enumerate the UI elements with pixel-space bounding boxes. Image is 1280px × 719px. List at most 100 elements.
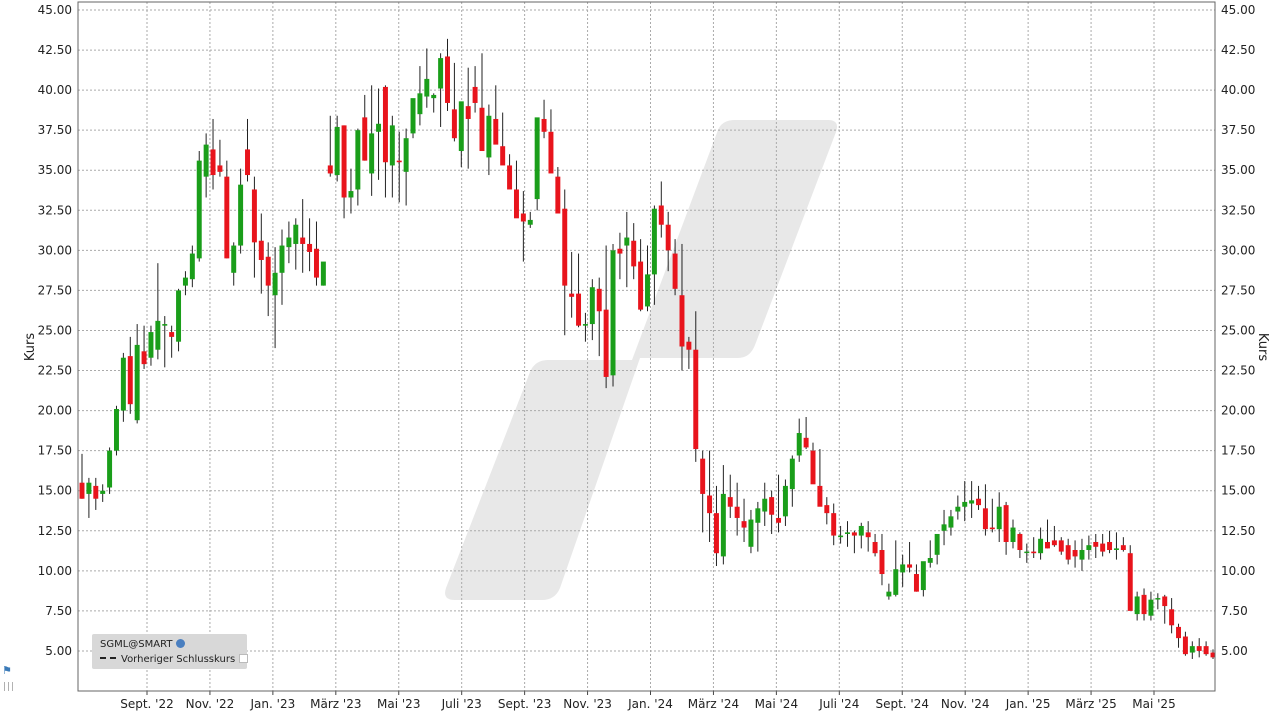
watermark-logo bbox=[445, 120, 837, 600]
candle-body bbox=[203, 144, 209, 177]
y-tick-label: 5.00 bbox=[1221, 644, 1248, 658]
candle-body bbox=[1093, 541, 1099, 547]
candle-body bbox=[493, 118, 499, 145]
candle-body bbox=[1045, 541, 1050, 549]
candle-body bbox=[907, 564, 913, 568]
y-tick-label: 40.00 bbox=[1221, 83, 1255, 97]
candle-body bbox=[79, 482, 85, 499]
candle-body bbox=[645, 274, 650, 307]
candle-body bbox=[762, 498, 768, 512]
candle-body bbox=[976, 498, 982, 506]
candle-body bbox=[858, 525, 864, 536]
candle-body bbox=[500, 146, 506, 166]
candle-body bbox=[589, 287, 595, 325]
candle-body bbox=[727, 497, 733, 507]
candle-body bbox=[1017, 533, 1023, 550]
candle-body bbox=[1003, 505, 1009, 542]
candle-body bbox=[1024, 551, 1030, 554]
y-tick-label: 7.50 bbox=[45, 604, 72, 618]
candle-body bbox=[238, 184, 244, 246]
x-tick-label: Jan. '23 bbox=[250, 697, 296, 711]
candle-body bbox=[182, 277, 188, 286]
candle-body bbox=[886, 591, 892, 597]
legend-reference[interactable]: Vorheriger Schlusskurs bbox=[100, 654, 249, 665]
y-tick-label: 17.50 bbox=[38, 444, 72, 458]
candle-body bbox=[934, 533, 940, 555]
candle-body bbox=[1038, 538, 1044, 554]
candle-body bbox=[1065, 545, 1071, 560]
candle-body bbox=[127, 356, 133, 405]
y-tick-label: 42.50 bbox=[38, 43, 72, 57]
candle-body bbox=[1113, 548, 1119, 550]
candle-body bbox=[1134, 596, 1140, 615]
y-tick-label: 30.00 bbox=[38, 243, 72, 257]
y-tick-label: 15.00 bbox=[38, 484, 72, 498]
candle-body bbox=[769, 497, 775, 515]
candle-body bbox=[927, 558, 933, 563]
candle-body bbox=[445, 56, 450, 103]
candle-body bbox=[527, 219, 533, 225]
candle-body bbox=[748, 519, 754, 547]
y-tick-label: 22.50 bbox=[38, 364, 72, 378]
x-tick-label: Mai '23 bbox=[377, 697, 420, 711]
x-axis: Sept. '22 Nov. '22 Jan. '23 März '23 Mai '23… bbox=[120, 691, 1176, 711]
x-tick-label: März '24 bbox=[688, 697, 739, 711]
candle-body bbox=[348, 191, 354, 198]
candle-body bbox=[265, 256, 271, 286]
y-tick-label: 35.00 bbox=[38, 163, 72, 177]
y-tick-label: 35.00 bbox=[1221, 163, 1255, 177]
candle-body bbox=[1031, 551, 1037, 554]
plot-border bbox=[77, 1, 1216, 692]
x-tick-label: März '25 bbox=[1065, 697, 1116, 711]
y-tick-label: 45.00 bbox=[38, 3, 72, 17]
candle-body bbox=[776, 517, 782, 523]
candle-body bbox=[1079, 549, 1085, 560]
candle-body bbox=[576, 293, 582, 326]
x-tick-label: Mai '25 bbox=[1132, 697, 1175, 711]
candle-body bbox=[362, 117, 368, 161]
candle-body bbox=[824, 505, 830, 514]
y-tick-label: 32.50 bbox=[1221, 203, 1255, 217]
candle-body bbox=[796, 433, 802, 456]
candle-body bbox=[162, 324, 168, 326]
y-tick-label: 12.50 bbox=[38, 524, 72, 538]
candle-body bbox=[1086, 545, 1092, 550]
dashed-line-icon bbox=[100, 657, 116, 659]
resize-grip-icon[interactable]: ||| bbox=[3, 682, 16, 692]
candle-body bbox=[286, 237, 292, 248]
x-tick-label: Sept. '22 bbox=[120, 697, 174, 711]
y-tick-label: 37.50 bbox=[38, 123, 72, 137]
candle-body bbox=[113, 408, 119, 451]
legend-series[interactable]: SGML@SMART bbox=[100, 639, 186, 650]
y-tick-label: 22.50 bbox=[1221, 364, 1255, 378]
tool-icon[interactable]: ⚑ bbox=[2, 664, 12, 677]
candle-body bbox=[845, 532, 850, 534]
candle-body bbox=[258, 240, 264, 260]
candle-body bbox=[679, 295, 685, 347]
checkbox-icon[interactable] bbox=[239, 654, 249, 663]
candle-body bbox=[955, 506, 961, 512]
candle-body bbox=[155, 320, 161, 350]
candle-body bbox=[513, 189, 519, 219]
x-tick-label: Juli '23 bbox=[441, 697, 482, 711]
legend-series-label: SGML@SMART bbox=[100, 639, 173, 650]
candle-body bbox=[1148, 599, 1154, 616]
candle-body bbox=[382, 86, 388, 163]
candle-body bbox=[1189, 646, 1195, 653]
candles bbox=[79, 38, 1216, 659]
candle-body bbox=[672, 253, 678, 289]
candle-body bbox=[169, 332, 175, 337]
candle-body bbox=[872, 541, 878, 554]
candle-body bbox=[465, 106, 471, 119]
y-tick-label: 20.00 bbox=[1221, 404, 1255, 418]
y-tick-label: 25.00 bbox=[38, 323, 72, 337]
candle-body bbox=[1072, 549, 1078, 557]
candle-body bbox=[107, 450, 113, 488]
candle-body bbox=[817, 485, 823, 507]
candle-body bbox=[1010, 527, 1016, 542]
candle-body bbox=[782, 485, 788, 517]
y-axis-right: 5.00 7.50 10.00 12.50 15.00 17.50 20.00 22.50 25… bbox=[1221, 3, 1255, 658]
candle-body bbox=[989, 527, 995, 530]
y-tick-label: 42.50 bbox=[1221, 43, 1255, 57]
